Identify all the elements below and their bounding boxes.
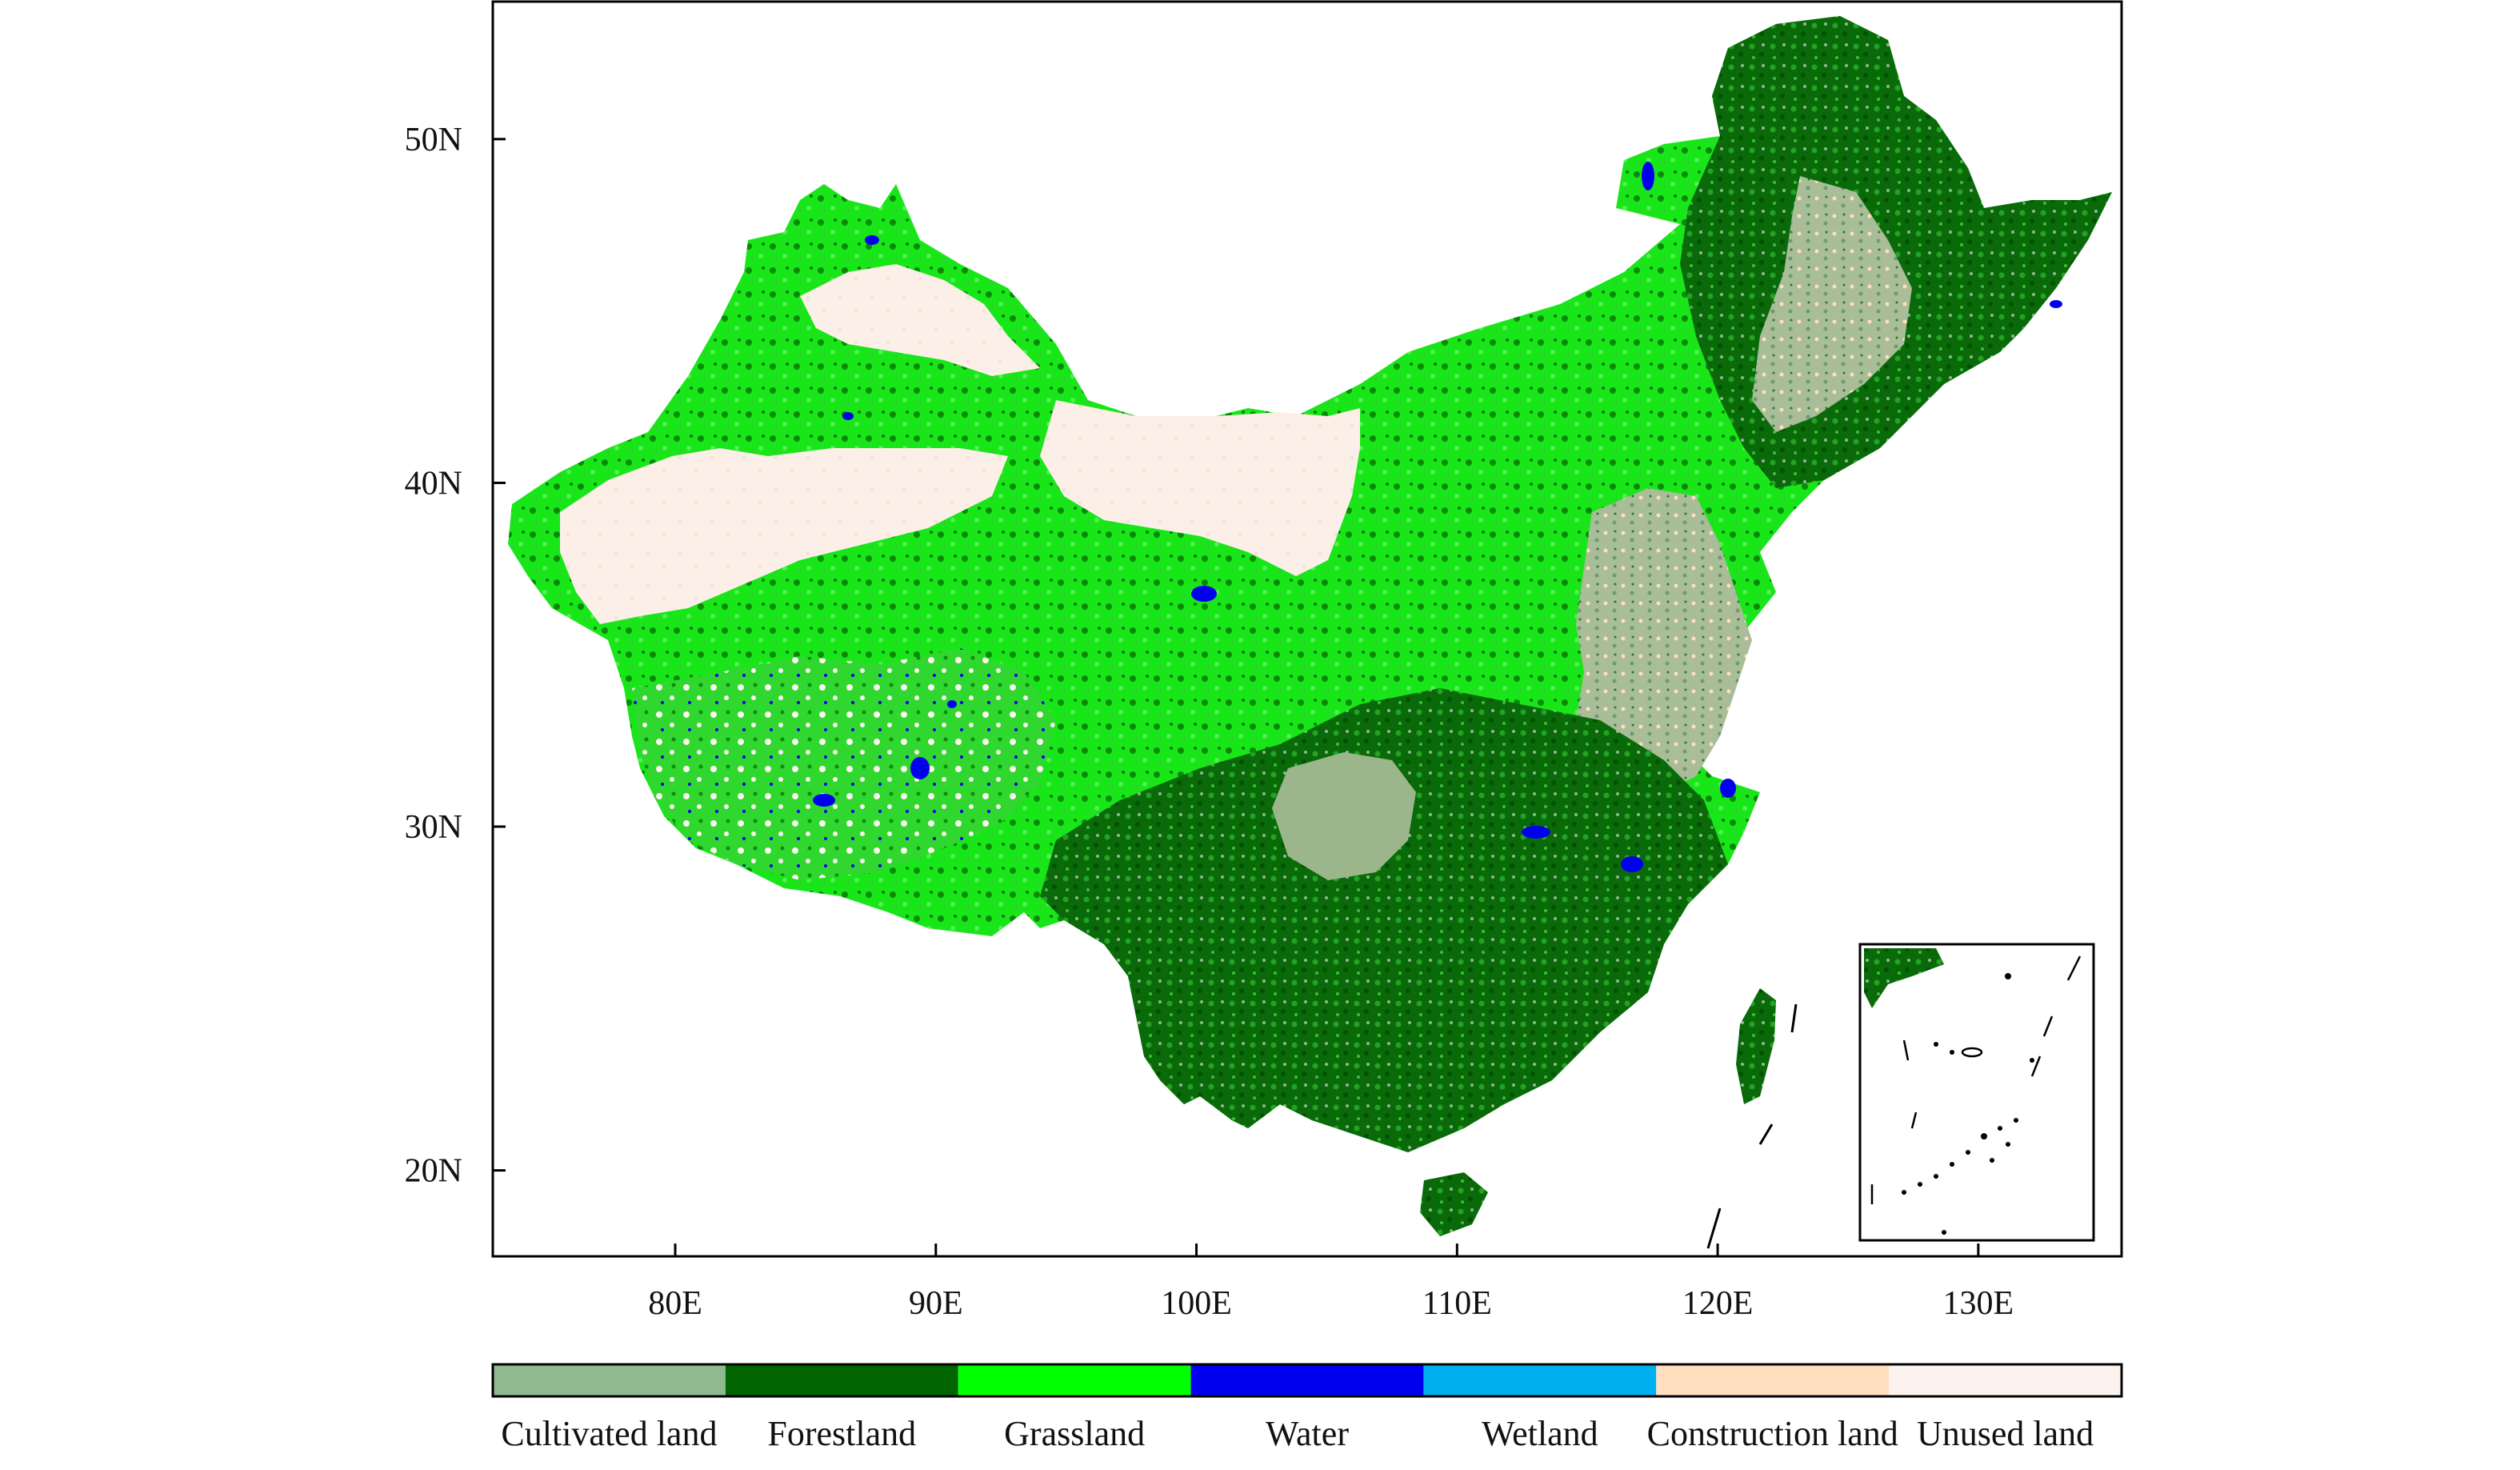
lat-tick-label: 30N bbox=[405, 809, 462, 846]
northeast-plain-cultivated bbox=[1752, 176, 1912, 432]
water-bodies bbox=[813, 162, 2062, 872]
legend-swatch bbox=[493, 1364, 726, 1396]
latitude-axis: 50N 40N 30N 20N bbox=[405, 122, 506, 1190]
dzungaria-desert bbox=[800, 264, 1040, 376]
south-china-sea-inset bbox=[1858, 943, 2095, 1242]
north-china-plain-cultivated bbox=[1576, 488, 1752, 792]
sichuan-basin-cultivated bbox=[1272, 752, 1416, 880]
lat-tick-label: 40N bbox=[405, 465, 462, 502]
lon-tick-label: 130E bbox=[1943, 1285, 2014, 1322]
lon-tick-label: 90E bbox=[909, 1285, 963, 1322]
gobi-desert bbox=[1040, 400, 1360, 576]
legend-label: Wetland bbox=[1482, 1414, 1598, 1453]
legend-swatch bbox=[1889, 1364, 2122, 1396]
legend-label: Water bbox=[1266, 1414, 1349, 1453]
legend-swatch bbox=[725, 1364, 958, 1396]
legend-colorbar bbox=[491, 1363, 2123, 1398]
lon-tick-label: 120E bbox=[1682, 1285, 1754, 1322]
legend-label: Grassland bbox=[1004, 1414, 1146, 1453]
coastline-dashes bbox=[1706, 1003, 1798, 1249]
lon-tick-label: 100E bbox=[1161, 1285, 1232, 1322]
legend-label: Construction land bbox=[1646, 1414, 1898, 1453]
land-use-map bbox=[508, 16, 2112, 1249]
taiwan-island bbox=[1736, 988, 1776, 1104]
legend-swatch bbox=[1423, 1364, 1657, 1396]
hainan-island bbox=[1420, 1172, 1488, 1236]
legend-label: Forestland bbox=[767, 1414, 917, 1453]
lon-tick-label: 80E bbox=[648, 1285, 702, 1322]
lat-tick-label: 20N bbox=[405, 1153, 462, 1190]
longitude-axis: 80E 90E 100E 110E 120E 130E bbox=[648, 1244, 2014, 1322]
lat-tick-label: 50N bbox=[405, 122, 462, 158]
legend-label: Cultivated land bbox=[501, 1414, 718, 1453]
legend-label: Unused land bbox=[1916, 1414, 2094, 1453]
legend-swatch bbox=[1190, 1364, 1424, 1396]
legend-colorbar-border bbox=[491, 1363, 2123, 1398]
tarim-desert bbox=[560, 448, 1008, 624]
lon-tick-label: 110E bbox=[1422, 1285, 1492, 1322]
legend-swatch bbox=[1656, 1364, 1890, 1396]
south-china-forest bbox=[1040, 688, 1728, 1152]
legend-swatch bbox=[958, 1364, 1191, 1396]
